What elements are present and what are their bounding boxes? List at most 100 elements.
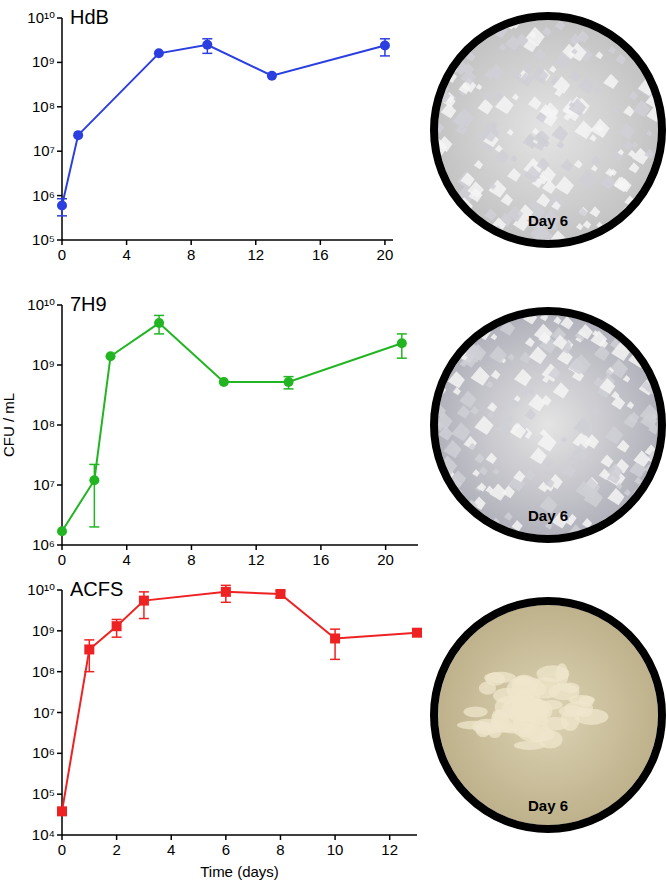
cell-clump bbox=[523, 38, 537, 52]
x-tick bbox=[389, 835, 391, 840]
cell-clump bbox=[529, 346, 547, 364]
cell-clump bbox=[474, 160, 483, 169]
panel: 10⁴10⁵10⁶10⁷10⁸10⁹10¹⁰024681012ACFSTime … bbox=[27, 578, 422, 880]
x-tick bbox=[61, 240, 63, 245]
cell-clump bbox=[642, 15, 652, 25]
cell-clump bbox=[638, 310, 650, 322]
cell-clump bbox=[628, 162, 639, 173]
error-bar bbox=[139, 592, 149, 619]
cell-clump bbox=[460, 69, 476, 85]
error-bar bbox=[57, 199, 67, 216]
cell-clump bbox=[583, 220, 592, 229]
photo-frame bbox=[434, 311, 662, 539]
x-tick bbox=[126, 240, 128, 245]
cell-clump bbox=[579, 207, 588, 216]
cell-clump bbox=[519, 386, 529, 396]
cell-clump bbox=[525, 409, 536, 420]
y-tick-label: 10⁹ bbox=[32, 53, 55, 70]
cell-clump bbox=[590, 119, 609, 138]
cell-clump bbox=[611, 396, 625, 410]
cell-clump bbox=[475, 453, 485, 463]
cell-clump bbox=[507, 395, 521, 409]
cell-clump bbox=[612, 228, 629, 245]
cell-clump bbox=[623, 375, 631, 383]
plot-area bbox=[57, 39, 390, 216]
cell-clump bbox=[476, 84, 482, 90]
cell-clump bbox=[640, 412, 657, 429]
cell-clump bbox=[615, 54, 626, 65]
cell-clump bbox=[479, 466, 488, 475]
cell-clump bbox=[590, 406, 600, 416]
cell-clump bbox=[629, 91, 638, 100]
y-tick bbox=[57, 484, 62, 486]
cell-clump bbox=[514, 395, 521, 402]
y-tick bbox=[57, 364, 62, 366]
cell-clump bbox=[569, 358, 586, 375]
cell-clump bbox=[506, 415, 514, 423]
cell-clump bbox=[569, 33, 581, 45]
plot-area bbox=[57, 585, 422, 816]
y-tick bbox=[57, 106, 62, 108]
x-tick bbox=[116, 835, 118, 840]
cell-clump bbox=[555, 20, 566, 31]
cell-clump bbox=[538, 730, 562, 748]
cell-clump bbox=[547, 194, 565, 212]
cell-clump bbox=[648, 313, 665, 330]
y-tick-label: 10¹⁰ bbox=[27, 9, 55, 26]
cell-clump bbox=[438, 493, 448, 503]
cell-clump bbox=[548, 367, 561, 380]
cell-clump bbox=[575, 481, 592, 498]
y-tick-label: 10⁷ bbox=[33, 476, 55, 493]
cell-clump bbox=[552, 125, 569, 142]
cell-clump bbox=[436, 354, 443, 361]
cell-clump bbox=[634, 316, 645, 327]
cell-clump bbox=[524, 469, 536, 481]
cell-clump bbox=[505, 35, 521, 51]
cell-clump bbox=[525, 337, 535, 347]
cell-clump bbox=[518, 72, 532, 86]
cell-clump bbox=[569, 98, 587, 116]
cell-clump bbox=[561, 159, 574, 172]
cell-clump bbox=[650, 17, 657, 24]
cell-clump bbox=[490, 333, 497, 340]
cell-clump bbox=[435, 350, 448, 363]
cell-clump bbox=[607, 488, 624, 505]
cell-clump bbox=[470, 406, 479, 415]
cell-clump bbox=[541, 700, 562, 710]
y-tick bbox=[57, 589, 62, 591]
cell-clump bbox=[537, 432, 556, 451]
y-tick-label: 10⁶ bbox=[32, 187, 55, 204]
y-tick-label: 10¹⁰ bbox=[27, 296, 55, 313]
cell-clump bbox=[553, 316, 561, 324]
cell-clump bbox=[574, 160, 583, 169]
x-tick-label: 12 bbox=[248, 551, 265, 568]
series-line bbox=[62, 45, 385, 206]
photo-background bbox=[438, 605, 658, 825]
cell-clump bbox=[536, 158, 549, 171]
cell-clump bbox=[603, 74, 618, 89]
data-point bbox=[221, 587, 231, 597]
cell-clump bbox=[594, 87, 600, 93]
cell-clump bbox=[543, 458, 553, 468]
cell-clump bbox=[560, 316, 573, 329]
cell-clump bbox=[514, 677, 541, 686]
cell-clump bbox=[479, 122, 499, 142]
y-tick bbox=[57, 424, 62, 426]
cell-clump bbox=[542, 376, 549, 383]
cell-clump bbox=[551, 201, 561, 211]
y-tick-label: 10⁸ bbox=[32, 98, 55, 115]
series-line bbox=[62, 323, 402, 531]
x-axis bbox=[62, 834, 417, 836]
data-point bbox=[154, 48, 164, 58]
error-bar bbox=[397, 334, 407, 358]
x-tick bbox=[280, 835, 282, 840]
cell-clump bbox=[617, 224, 629, 236]
cell-clump bbox=[568, 456, 576, 464]
cell-clump bbox=[600, 174, 616, 190]
y-tick-label: 10⁸ bbox=[32, 416, 55, 433]
data-point bbox=[284, 377, 294, 387]
cell-clump bbox=[507, 353, 515, 361]
cell-clump bbox=[544, 478, 554, 488]
y-tick bbox=[57, 712, 62, 714]
error-bar bbox=[202, 39, 212, 54]
